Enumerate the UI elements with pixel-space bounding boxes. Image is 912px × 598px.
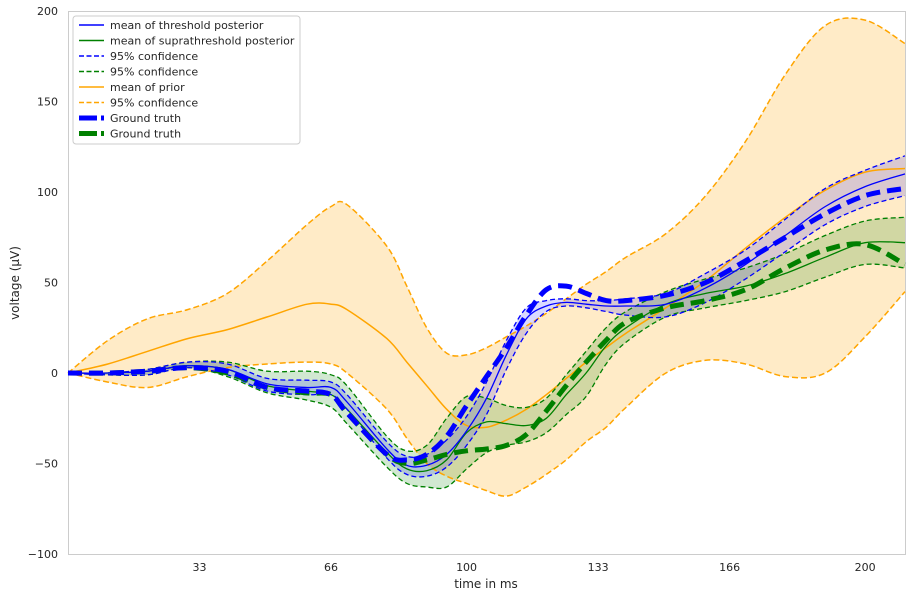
legend-entry-label: 95% confidence [110,97,198,110]
legend-entry-label: Ground truth [110,128,181,141]
legend-box [72,15,301,145]
series-lines [67,17,907,497]
prior-lower-line [67,291,906,497]
ground-truth-threshold-line [67,185,906,463]
y-tick-label: −100 [28,548,58,561]
x-axis-label: time in ms [454,577,518,591]
y-tick-label: 150 [37,96,58,109]
y-tick-label: 100 [37,186,58,199]
legend-entry-label: mean of suprathreshold posterior [110,35,295,48]
x-tick-label: 200 [855,561,876,574]
prior-mean-line [67,167,906,429]
y-tick-label: 0 [51,367,58,380]
y-axis-ticks: −100 −50 0 50 100 150 200 [28,5,58,561]
x-tick-label: 33 [193,561,207,574]
y-axis-label: voltage (μV) [8,246,22,320]
prior-upper-line [67,17,906,374]
threshold-upper-line [67,155,906,459]
y-tick-label: 50 [44,277,58,290]
suprathreshold-lower-line [67,263,906,490]
threshold-confidence-band [68,155,905,477]
x-tick-label: 166 [719,561,740,574]
y-tick-label: −50 [35,458,58,471]
x-tick-label: 66 [324,561,338,574]
x-tick-label: 100 [456,561,477,574]
legend-entry-label: 95% confidence [110,50,198,63]
confidence-bands [68,18,905,497]
prior-confidence-band [68,18,905,497]
legend-entry-label: mean of prior [110,81,185,94]
threshold-mean-line [67,173,906,468]
legend-entry-label: mean of threshold posterior [110,19,264,32]
y-tick-label: 200 [37,5,58,18]
x-tick-label: 133 [588,561,609,574]
legend: mean of threshold posterior mean of supra… [72,15,301,145]
legend-entry-label: 95% confidence [110,66,198,79]
legend-entry-label: Ground truth [110,112,181,125]
suprathreshold-confidence-band [68,217,905,489]
x-axis-ticks: 33 66 100 133 166 200 [193,561,876,574]
